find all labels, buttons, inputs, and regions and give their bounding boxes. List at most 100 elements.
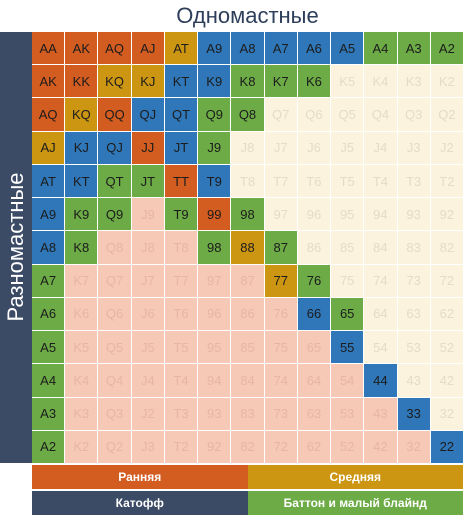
hand-cell: 63: [297, 397, 331, 430]
hand-cell: T5: [331, 164, 364, 198]
hand-cell: 97: [198, 264, 231, 297]
hand-cell: Q6: [297, 98, 331, 131]
hand-cell: KJ: [131, 65, 164, 98]
hand-cell: 98: [198, 231, 231, 264]
hand-cell: 42: [364, 430, 397, 463]
hand-cell: 22: [430, 430, 463, 463]
hand-cell: T9: [164, 198, 198, 231]
hand-cell: 64: [364, 297, 397, 331]
hand-cell: 42: [430, 364, 463, 397]
hand-cell: K6: [65, 297, 98, 331]
hand-cell: J4: [364, 131, 397, 164]
hand-cell: J8: [231, 131, 264, 164]
hand-cell: T4: [164, 364, 198, 397]
hand-cell: KJ: [65, 131, 98, 164]
hand-cell: K2: [430, 65, 463, 98]
hand-cell: 77: [264, 264, 297, 297]
hand-cell: Q8: [231, 98, 264, 131]
hand-cell: 52: [331, 430, 364, 463]
hand-cell: A3: [397, 32, 430, 65]
hand-cell: J9: [131, 198, 164, 231]
hand-cell: 83: [397, 231, 430, 264]
hand-cell: K5: [65, 331, 98, 364]
suited-axis-title: Одномастные: [32, 0, 463, 32]
hand-cell: 93: [397, 198, 430, 231]
hand-cell: 74: [264, 364, 297, 397]
hand-cell: 88: [231, 231, 264, 264]
hand-cell: 85: [331, 231, 364, 264]
hand-cell: K8: [65, 231, 98, 264]
hand-cell: J5: [331, 131, 364, 164]
hand-cell: K9: [65, 198, 98, 231]
hand-cell: 62: [430, 297, 463, 331]
hand-cell: TT: [164, 164, 198, 198]
hand-cell: K2: [65, 430, 98, 463]
hand-cell: Q5: [331, 98, 364, 131]
hand-cell: J7: [264, 131, 297, 164]
hand-cell: 54: [364, 331, 397, 364]
legend-middle-position: Средняя: [247, 465, 463, 489]
hand-cell: Q8: [98, 231, 131, 264]
hand-cell: 95: [198, 331, 231, 364]
hand-cell: 32: [430, 397, 463, 430]
hand-cell: 73: [397, 264, 430, 297]
hand-cell: 44: [364, 364, 397, 397]
hand-cell: A8: [231, 32, 264, 65]
hand-cell: J4: [131, 364, 164, 397]
hand-cell: 76: [297, 264, 331, 297]
hand-cell: AJ: [32, 131, 65, 164]
hand-cell: AK: [65, 32, 98, 65]
hand-cell: 82: [231, 430, 264, 463]
hand-cell: 96: [297, 198, 331, 231]
hand-cell: K4: [364, 65, 397, 98]
hand-cell: J2: [131, 397, 164, 430]
hand-cell: 64: [297, 364, 331, 397]
hand-cell: Q3: [397, 98, 430, 131]
position-legend: Ранняя Средняя Катофф Баттон и малый бла…: [32, 465, 463, 515]
hand-cell: J2: [430, 131, 463, 164]
hand-cell: T6: [297, 164, 331, 198]
hand-cell: AJ: [131, 32, 164, 65]
hand-cell: K7: [264, 65, 297, 98]
hand-cell: 75: [331, 264, 364, 297]
hand-cell: 95: [331, 198, 364, 231]
hand-cell: Q9: [98, 198, 131, 231]
hand-cell: AT: [164, 32, 198, 65]
hand-cell: T2: [430, 164, 463, 198]
hand-cell: 94: [198, 364, 231, 397]
hand-cell: 92: [198, 430, 231, 463]
hand-cell: A7: [264, 32, 297, 65]
hand-cell: 85: [231, 331, 264, 364]
hand-cell: 96: [198, 297, 231, 331]
hand-cell: 74: [364, 264, 397, 297]
hand-cell: 72: [430, 264, 463, 297]
hand-cell: Q7: [264, 98, 297, 131]
hand-cell: 86: [297, 231, 331, 264]
offsuit-axis-title: Разномастные: [3, 172, 28, 322]
hand-cell: A2: [32, 430, 65, 463]
hand-cell: A6: [297, 32, 331, 65]
hand-cell: 55: [331, 331, 364, 364]
hand-cell: Q2: [430, 98, 463, 131]
hand-cell: JJ: [131, 131, 164, 164]
hand-cell: 94: [364, 198, 397, 231]
hand-cell: K8: [231, 65, 264, 98]
hand-cell: QJ: [131, 98, 164, 131]
hand-cell: 53: [397, 331, 430, 364]
hand-cell: Q2: [98, 430, 131, 463]
hand-cell: Q4: [98, 364, 131, 397]
hand-cell: 53: [331, 397, 364, 430]
hand-cell: Q7: [98, 264, 131, 297]
legend-button-small-blind: Баттон и малый блайнд: [247, 491, 463, 515]
hand-cell: 82: [430, 231, 463, 264]
hand-cell: 93: [198, 397, 231, 430]
hand-cell: Q6: [98, 297, 131, 331]
hand-cell: JT: [164, 131, 198, 164]
hand-cell: KQ: [65, 98, 98, 131]
hand-cell: J8: [131, 231, 164, 264]
hand-cell: 87: [264, 231, 297, 264]
hand-cell: AQ: [98, 32, 131, 65]
offsuit-axis-bar: Разномастные: [0, 32, 32, 463]
hand-cell: T4: [364, 164, 397, 198]
